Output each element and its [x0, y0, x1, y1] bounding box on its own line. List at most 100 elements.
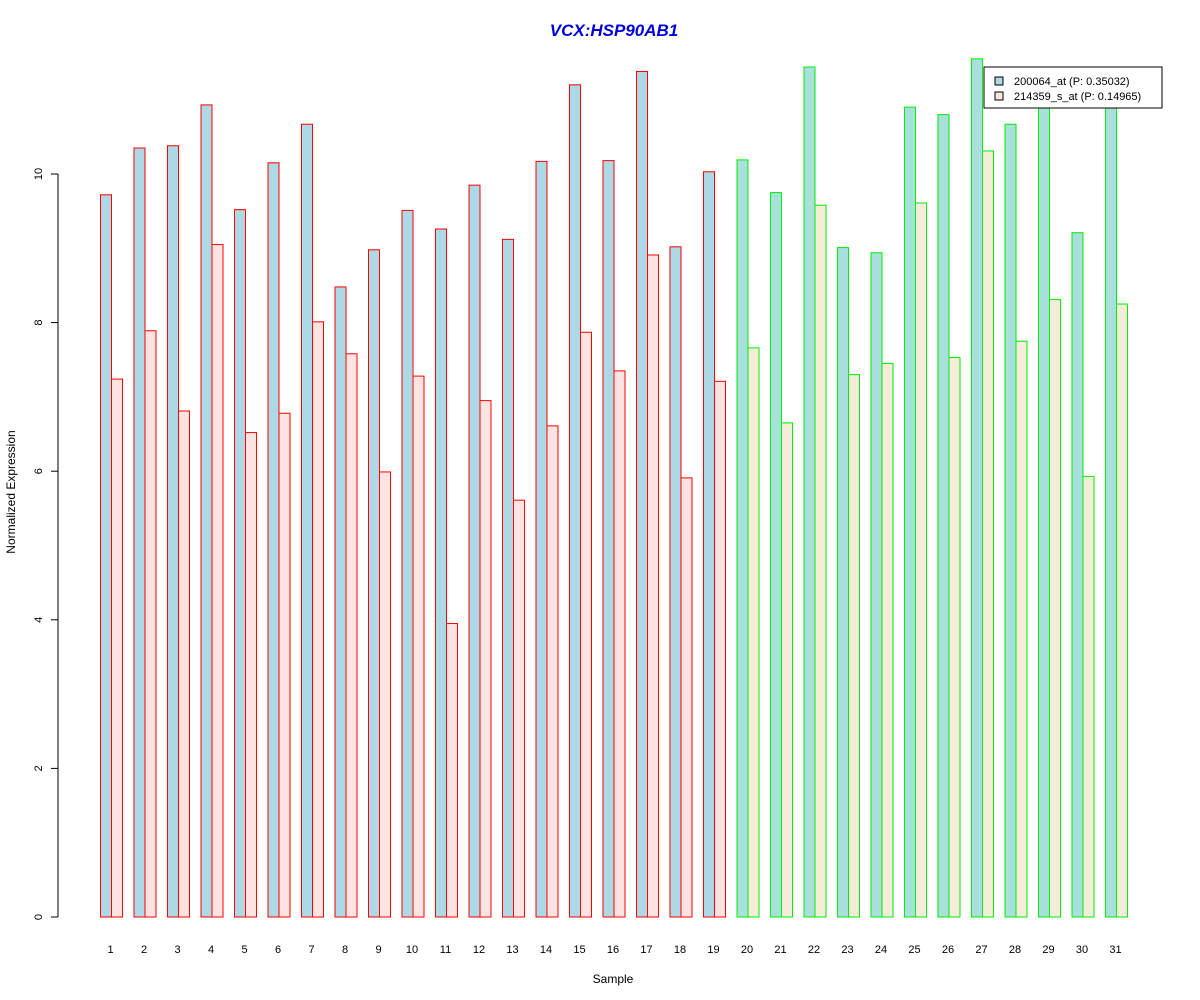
y-axis-label: Normalized Expression: [4, 430, 18, 553]
bar-series2-sample-5: [245, 432, 257, 918]
bar-series1-sample-29: [1038, 102, 1050, 918]
bar-series2-sample-9: [379, 471, 391, 918]
bar-series2-sample-11: [446, 623, 458, 918]
bar-series1-sample-28: [1004, 123, 1017, 918]
bar-series1-sample-19: [703, 171, 715, 918]
x-tick-label: 9: [375, 944, 381, 956]
bar-series2-sample-1: [111, 378, 123, 918]
bar-series2-sample-14: [546, 425, 559, 918]
bar-series2-sample-8: [345, 353, 358, 918]
bar-series2-sample-12: [479, 400, 492, 918]
x-axis-label: Sample: [593, 972, 634, 986]
bar-series2-sample-29: [1049, 299, 1061, 918]
y-tick-label: 10: [33, 168, 45, 180]
x-tick-label: 22: [808, 944, 820, 956]
bar-series1-sample-25: [904, 106, 916, 918]
bar-series2-sample-30: [1082, 475, 1095, 918]
x-tick-label: 7: [308, 944, 314, 956]
bar-series2-sample-10: [412, 375, 425, 918]
x-tick-label: 5: [241, 944, 247, 956]
bar-series2-sample-13: [513, 499, 525, 918]
bar-series1-sample-3: [167, 145, 179, 918]
x-tick-label: 21: [774, 944, 786, 956]
bar-series2-sample-19: [714, 380, 726, 918]
bar-series1-sample-17: [636, 70, 648, 918]
x-tick-label: 16: [607, 944, 619, 956]
bar-series1-sample-14: [535, 160, 548, 918]
x-tick-labels: 1 2 3 4 5 6 7 8 9 10 11 12 13 14 15 16 17 18 19 20 21 22 23 24 2…: [107, 944, 1121, 956]
bar-series2-sample-20: [747, 347, 760, 918]
x-tick-label: 31: [1109, 944, 1121, 956]
bar-series2-sample-17: [647, 254, 659, 918]
bar-series1-sample-8: [334, 286, 347, 918]
x-tick-label: 4: [208, 944, 214, 956]
bar-series2-sample-25: [915, 202, 927, 918]
bar-series1-sample-9: [368, 249, 380, 918]
bars: [100, 58, 1128, 918]
x-tick-label: 30: [1076, 944, 1088, 956]
x-tick-label: 11: [440, 944, 451, 956]
legend-swatch-2: [994, 91, 1004, 101]
chart-title: VCX:HSP90AB1: [550, 21, 679, 40]
y-tick-label: 8: [33, 320, 45, 326]
bar-series1-sample-13: [502, 238, 514, 918]
x-tick-label: 18: [674, 944, 686, 956]
bar-series1-sample-12: [468, 184, 481, 918]
bar-series1-sample-27: [971, 58, 983, 918]
y-tick-label: 4: [33, 617, 45, 623]
bar-series1-sample-7: [301, 123, 313, 918]
bar-series2-sample-26: [948, 357, 961, 918]
bar-series1-sample-22: [803, 66, 816, 918]
legend-swatch-1: [994, 76, 1004, 86]
bar-series1-sample-10: [401, 209, 414, 918]
x-tick-label: 6: [275, 944, 281, 956]
bar-series1-sample-21: [770, 192, 782, 918]
bar-series2-sample-6: [278, 412, 291, 918]
bar-series1-sample-15: [569, 84, 581, 918]
bar-series1-sample-20: [736, 159, 749, 918]
bar-series1-sample-26: [937, 114, 950, 918]
x-tick-label: 27: [975, 944, 987, 956]
bar-series1-sample-30: [1071, 232, 1084, 918]
bar-series1-sample-18: [669, 246, 682, 918]
bar-series2-sample-7: [312, 321, 324, 918]
x-tick-label: 14: [540, 944, 552, 956]
legend-box: [983, 66, 1163, 109]
bar-series2-sample-18: [680, 477, 693, 918]
bar-series2-sample-21: [781, 422, 793, 918]
x-tick-label: 24: [875, 944, 887, 956]
bar-series1-sample-6: [267, 162, 280, 918]
y-tick-label: 6: [33, 468, 45, 474]
x-tick-label: 20: [741, 944, 753, 956]
y-tick-label: 0: [33, 914, 45, 920]
x-tick-label: 19: [707, 944, 719, 956]
y-tick-label: 2: [33, 765, 45, 771]
x-tick-label: 8: [342, 944, 348, 956]
x-tick-label: 1: [107, 944, 113, 956]
bar-series2-sample-22: [814, 204, 827, 918]
x-tick-label: 28: [1009, 944, 1021, 956]
bar-series1-sample-1: [100, 194, 112, 918]
bar-series1-sample-4: [200, 104, 213, 918]
bar-series2-sample-4: [211, 244, 224, 918]
x-tick-label: 29: [1042, 944, 1054, 956]
bar-series2-sample-3: [178, 410, 190, 918]
bar-series1-sample-11: [435, 228, 447, 918]
bar-series1-sample-23: [837, 247, 849, 918]
legend-label-2: 214359_s_at (P: 0.14965): [1014, 91, 1141, 103]
x-tick-label: 2: [141, 944, 147, 956]
bar-series2-sample-2: [144, 330, 157, 918]
x-tick-label: 15: [573, 944, 585, 956]
bar-series1-sample-2: [133, 147, 146, 918]
legend: 200064_at (P: 0.35032) 214359_s_at (P: 0.…: [983, 66, 1163, 109]
bar-series2-sample-16: [613, 370, 626, 918]
bar-series1-sample-5: [234, 209, 246, 918]
x-tick-label: 3: [174, 944, 180, 956]
x-tick-label: 23: [841, 944, 853, 956]
x-tick-label: 12: [473, 944, 485, 956]
y-axis: 0 2 4 6 8 10: [33, 168, 59, 920]
bar-series2-sample-31: [1116, 303, 1128, 918]
x-tick-label: 13: [506, 944, 518, 956]
legend-label-1: 200064_at (P: 0.35032): [1014, 76, 1130, 88]
